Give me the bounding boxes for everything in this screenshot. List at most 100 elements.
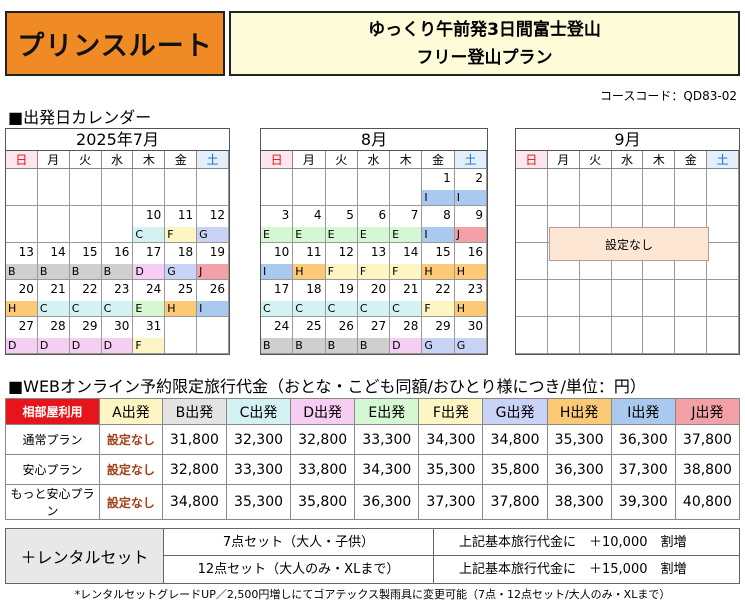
departure-code: E — [390, 227, 422, 242]
price-cell: 33,300 — [354, 424, 420, 455]
day-number: 18 — [306, 282, 322, 296]
calendar-day: 22 C — [69, 280, 102, 317]
departure-code: C — [293, 301, 325, 316]
calendar-day: 15 H — [422, 243, 455, 280]
departure-code: H — [422, 264, 454, 279]
departure-code: G — [454, 338, 486, 353]
day-number: 29 — [82, 319, 98, 333]
departure-code: C — [357, 301, 390, 316]
departure-code: F — [390, 264, 422, 279]
day-number: 25 — [177, 282, 194, 296]
rental-note: *レンタルセットグレードUP／2,500円増しにてゴアテックス製雨具に変更可能（… — [74, 588, 671, 601]
day-number: 19 — [338, 282, 354, 296]
calendar-day — [547, 169, 580, 206]
calendar-day — [611, 243, 644, 280]
calendar-day — [707, 243, 739, 280]
day-number: 17 — [274, 282, 290, 296]
weekday-header: 金 — [422, 151, 455, 169]
price-cell: 36,300 — [354, 484, 420, 520]
day-number: 22 — [82, 282, 98, 296]
day-number: 13 — [370, 245, 387, 259]
calendar-day — [516, 317, 548, 354]
rental-set-name: 12点セット（大人のみ・XLまで） — [164, 556, 434, 583]
course-code: コースコード：QD83-02 — [600, 89, 737, 103]
departure-header: F出発 — [418, 398, 484, 425]
price-cell: 39,300 — [610, 484, 676, 520]
weekday-header: 木 — [390, 151, 423, 169]
day-number: 24 — [274, 319, 290, 333]
price-cell: 34,300 — [354, 454, 420, 485]
day-number: 4 — [313, 208, 322, 222]
departure-code: H — [454, 301, 486, 316]
calendar-day — [643, 169, 676, 206]
rental-set-label: ＋レンタルセット — [6, 529, 164, 583]
calendar-day — [101, 169, 134, 206]
calendar-day: 26 I — [197, 280, 229, 317]
day-number: 10 — [146, 208, 162, 222]
calendar-day — [6, 206, 38, 243]
day-number: 23 — [467, 282, 483, 296]
calendar-day: 20 H — [6, 280, 38, 317]
day-number: 16 — [114, 245, 130, 259]
departure-code: D — [390, 338, 422, 353]
price-cell: 35,800 — [290, 484, 356, 520]
calendar-day — [707, 280, 739, 317]
departure-code: C — [69, 301, 101, 316]
price-row: 通常プラン 設定なし 31,800 32,300 32,800 33,300 34,300 3… — [5, 424, 741, 455]
calendar-day: 31 F — [133, 317, 166, 354]
day-number: 24 — [146, 282, 162, 296]
calendar-day — [101, 206, 134, 243]
weekday-header: 水 — [611, 151, 644, 169]
departure-code: B — [325, 338, 357, 353]
day-number: 9 — [475, 208, 483, 222]
day-number: 28 — [403, 319, 419, 333]
day-number: 21 — [403, 282, 419, 296]
weekday-header: 木 — [643, 151, 676, 169]
calendar-day — [325, 169, 358, 206]
calendar-day — [516, 169, 548, 206]
price-cell: 37,300 — [610, 454, 676, 485]
price-cell: 32,800 — [161, 454, 227, 485]
rental-row: 12点セット（大人のみ・XLまで） 上記基本旅行代金に ＋15,000 割増 — [164, 556, 739, 583]
price-cell: 34,800 — [482, 424, 548, 455]
price-row: 安心プラン 設定なし 32,800 33,300 33,800 34,300 35,300 3… — [5, 454, 741, 485]
calendar-day — [611, 169, 644, 206]
weekday-header: 火 — [325, 151, 358, 169]
calendar-day — [516, 243, 548, 280]
day-number: 26 — [338, 319, 354, 333]
day-number: 15 — [435, 245, 451, 259]
calendar-day — [643, 317, 676, 354]
weekday-header: 日 — [516, 151, 548, 169]
calendar-day: 19 C — [325, 280, 358, 317]
calendar-day — [707, 206, 739, 243]
departure-code: F — [422, 301, 454, 316]
calendar-day: 10 I — [261, 243, 294, 280]
calendar-day: 12 G — [197, 206, 229, 243]
calendar-day — [611, 280, 644, 317]
day-number: 19 — [209, 245, 225, 259]
calendar-day: 29 G — [422, 317, 455, 354]
departure-code: F — [357, 264, 390, 279]
day-number: 3 — [281, 208, 290, 222]
calendar-day — [261, 169, 294, 206]
departure-code: D — [69, 338, 101, 353]
calendar-day: 28 D — [390, 317, 423, 354]
calendar-day: 14 B — [37, 243, 70, 280]
calendar-august: 8月 日月火水木金土 1 I 2 I 3 E 4 E 5 E 6 E 7 E 8 I 9 J 10 I 11 H 12 F 13 F… — [260, 128, 488, 355]
day-number: 15 — [82, 245, 98, 259]
day-number: 11 — [306, 245, 322, 259]
day-number: 14 — [403, 245, 419, 259]
day-number: 6 — [378, 208, 387, 222]
tour-title: ゆっくり午前発3日間富士登山 フリー登山プラン — [229, 11, 740, 76]
calendar-day: 27 D — [6, 317, 38, 354]
day-number: 30 — [467, 319, 483, 333]
price-cell: 34,300 — [418, 424, 484, 455]
day-number: 7 — [410, 208, 419, 222]
calendar-day: 11 H — [293, 243, 326, 280]
departure-code: I — [454, 190, 486, 205]
calendar-day — [547, 280, 580, 317]
